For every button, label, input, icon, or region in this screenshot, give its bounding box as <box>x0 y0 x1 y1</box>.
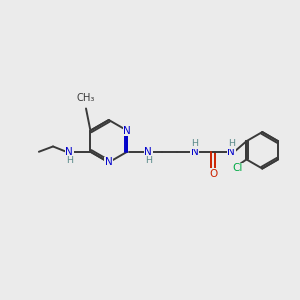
Text: N: N <box>227 147 235 157</box>
Text: N: N <box>191 147 199 157</box>
Text: H: H <box>228 139 235 148</box>
Text: Cl: Cl <box>232 163 243 173</box>
Text: N: N <box>145 147 152 157</box>
Text: N: N <box>65 147 73 157</box>
Text: N: N <box>123 126 131 136</box>
Text: N: N <box>105 158 113 167</box>
Text: H: H <box>191 139 198 148</box>
Text: H: H <box>66 155 73 164</box>
Text: O: O <box>209 169 217 178</box>
Text: H: H <box>145 155 152 164</box>
Text: CH₃: CH₃ <box>77 94 95 103</box>
